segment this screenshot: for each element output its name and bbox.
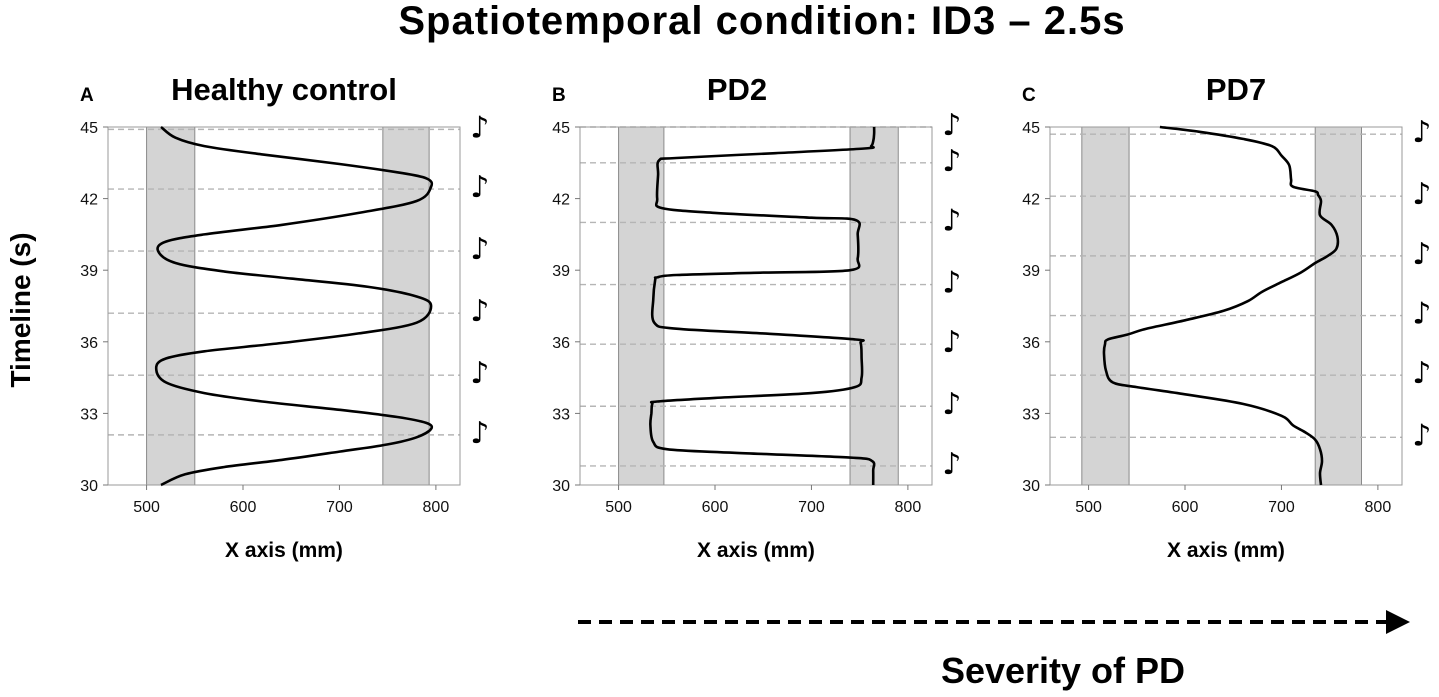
y-axis-label: Timeline (s) [5, 232, 36, 387]
x-tick-label: 500 [133, 499, 160, 516]
x-axis-label: X axis (mm) [1167, 539, 1285, 562]
panel-title: PD7 [1206, 72, 1266, 107]
y-tick-label: 33 [1022, 406, 1040, 423]
y-tick-label: 36 [552, 335, 570, 352]
y-tick-label: 45 [80, 120, 98, 137]
y-tick-label: 42 [552, 192, 570, 209]
x-tick-label: 800 [1365, 499, 1392, 516]
beat-note-icon: ♪ [942, 203, 961, 238]
x-axis-label: X axis (mm) [225, 539, 343, 562]
beat-note-icon: ♪ [470, 170, 489, 205]
y-tick-label: 30 [1022, 478, 1040, 495]
trajectory-line [154, 125, 434, 487]
beat-note-icon: ♪ [470, 416, 489, 451]
beat-note-icon: ♪ [1412, 297, 1431, 332]
trajectory-line [649, 126, 876, 486]
y-tick-label: 39 [1022, 263, 1040, 280]
y-tick-label: 45 [552, 120, 570, 137]
beat-note-icon: ♪ [470, 294, 489, 329]
target-zone-2 [1314, 126, 1362, 486]
y-tick-label: 42 [80, 192, 98, 209]
x-tick-label: 600 [1172, 499, 1199, 516]
y-tick-label: 39 [552, 263, 570, 280]
beat-note-icon: ♪ [470, 356, 489, 391]
y-tick-label: 36 [1022, 335, 1040, 352]
y-tick-label: 45 [1022, 120, 1040, 137]
y-tick-label: 42 [1022, 192, 1040, 209]
beat-note-icon: ♪ [1412, 237, 1431, 272]
y-tick-label: 30 [552, 478, 570, 495]
beat-note-icon: ♪ [1412, 177, 1431, 212]
x-tick-label: 600 [230, 499, 257, 516]
x-tick-label: 500 [1075, 499, 1102, 516]
panel-c: C PD7 ♪ ♪ ♪ ♪ ♪ ♪ 500 600 700 800 30 33 36 39 42 45 X axis… [1022, 72, 1432, 562]
target-zone-2 [382, 126, 430, 486]
x-tick-label: 700 [798, 499, 825, 516]
x-tick-label: 800 [895, 499, 922, 516]
beat-note-icon: ♪ [1412, 356, 1431, 391]
panels: A Healthy control♪♪♪♪♪♪500 600 700 800303336… [80, 72, 1432, 562]
panel-a: A Healthy control ♪ ♪ ♪ ♪ ♪ ♪ 500 600 700 800 30 33 36… [80, 72, 490, 562]
beat-note-icon: ♪ [942, 266, 961, 301]
figure-title: Spatiotemporal condition: ID3 – 2.5s [398, 0, 1125, 43]
x-tick-label: 600 [702, 499, 729, 516]
beat-note-icon: ♪ [470, 232, 489, 267]
beat-note-icon: ♪ [470, 110, 489, 145]
x-tick-label: 700 [1268, 499, 1295, 516]
x-axis-label: X axis (mm) [697, 539, 815, 562]
plot-frame [107, 126, 461, 486]
beat-note-icon: ♪ [1412, 115, 1431, 150]
panel-title: Healthy control [171, 72, 397, 107]
panel-letter: B [552, 85, 566, 106]
target-zone-2 [849, 126, 899, 486]
beat-note-icon: ♪ [1412, 418, 1431, 453]
y-tick-label: 30 [80, 478, 98, 495]
x-tick-label: 800 [423, 499, 450, 516]
panel-letter: A [80, 85, 94, 106]
beat-note-icon: ♪ [942, 387, 961, 422]
y-tick-label: 39 [80, 263, 98, 280]
panel-letter: C [1022, 85, 1036, 106]
beat-note-icon: ♪ [942, 144, 961, 179]
plot-frame [1049, 126, 1403, 486]
x-tick-label: 500 [605, 499, 632, 516]
beat-note-icon: ♪ [942, 447, 961, 482]
target-zone-1 [1081, 126, 1130, 486]
y-tick-label: 33 [552, 406, 570, 423]
severity-arrow [578, 610, 1410, 634]
y-tick-label: 33 [80, 406, 98, 423]
trajectory-line [1102, 125, 1340, 486]
x-tick-label: 700 [326, 499, 353, 516]
panel-title: PD2 [707, 72, 767, 107]
target-zone-1 [146, 126, 196, 486]
beat-note-icon: ♪ [942, 325, 961, 360]
beat-note-icon: ♪ [942, 108, 961, 143]
severity-label: Severity of PD [941, 650, 1185, 691]
plot-frame [579, 126, 933, 486]
y-tick-label: 36 [80, 335, 98, 352]
